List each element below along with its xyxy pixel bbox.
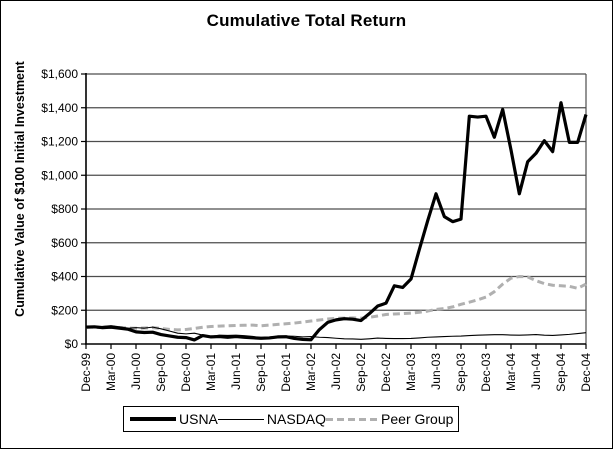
x-tick-label: Jun-03 (429, 353, 443, 390)
usna-line-sample (130, 417, 176, 421)
y-tick-label: $1,600 (41, 67, 78, 81)
y-tick-label: $600 (51, 236, 78, 250)
series-line-peer-group (85, 275, 587, 332)
x-tick-label: Jun-00 (129, 353, 143, 390)
x-tick-label: Sep-00 (154, 353, 168, 392)
legend-label-peer-group: Peer Group (381, 411, 454, 427)
chart-title: Cumulative Total Return (206, 11, 407, 30)
series-line-nasdaq (85, 325, 587, 340)
x-tick-label: Dec-02 (379, 353, 393, 392)
x-tick-label: Dec-00 (179, 353, 193, 392)
legend: USNA NASDAQ Peer Group (123, 406, 459, 432)
x-tick-label: Mar-02 (304, 353, 318, 391)
x-tick-label: Sep-02 (354, 353, 368, 392)
x-tick-label: Dec-01 (279, 353, 293, 392)
x-tick-label: Sep-03 (454, 353, 468, 392)
legend-item-nasdaq: NASDAQ (217, 411, 327, 427)
y-tick-label: $400 (51, 270, 78, 284)
nasdaq-line-sample (217, 418, 264, 420)
legend-label-nasdaq: NASDAQ (266, 411, 327, 427)
y-tick-label: $1,200 (41, 135, 78, 149)
legend-item-usna: USNA (130, 411, 218, 427)
x-tick-label: Mar-03 (404, 353, 418, 391)
x-tick-label: Dec-04 (579, 353, 593, 392)
x-tick-label: Jun-02 (329, 353, 343, 390)
x-tick-label: Mar-04 (504, 353, 518, 391)
x-tick-label: Jun-01 (229, 353, 243, 390)
x-tick-label: Dec-99 (79, 353, 93, 392)
x-tick-label: Mar-00 (104, 353, 118, 391)
legend-label-usna: USNA (179, 411, 218, 427)
y-tick-label: $200 (51, 303, 78, 317)
y-tick-label: $1,400 (41, 101, 78, 115)
series-line-usna (85, 101, 588, 342)
x-tick-label: Jun-04 (529, 353, 543, 390)
y-tick-label: $1,000 (41, 168, 78, 182)
y-tick-label: $800 (51, 202, 78, 216)
x-tick-label: Sep-01 (254, 353, 268, 392)
legend-item-peer-group: Peer Group (326, 411, 453, 427)
x-tick-label: Sep-04 (554, 353, 568, 392)
peer-group-line-sample (326, 417, 379, 421)
x-tick-label: Dec-03 (479, 353, 493, 392)
y-tick-label: $0 (65, 337, 79, 351)
x-tick-label: Mar-01 (204, 353, 218, 391)
